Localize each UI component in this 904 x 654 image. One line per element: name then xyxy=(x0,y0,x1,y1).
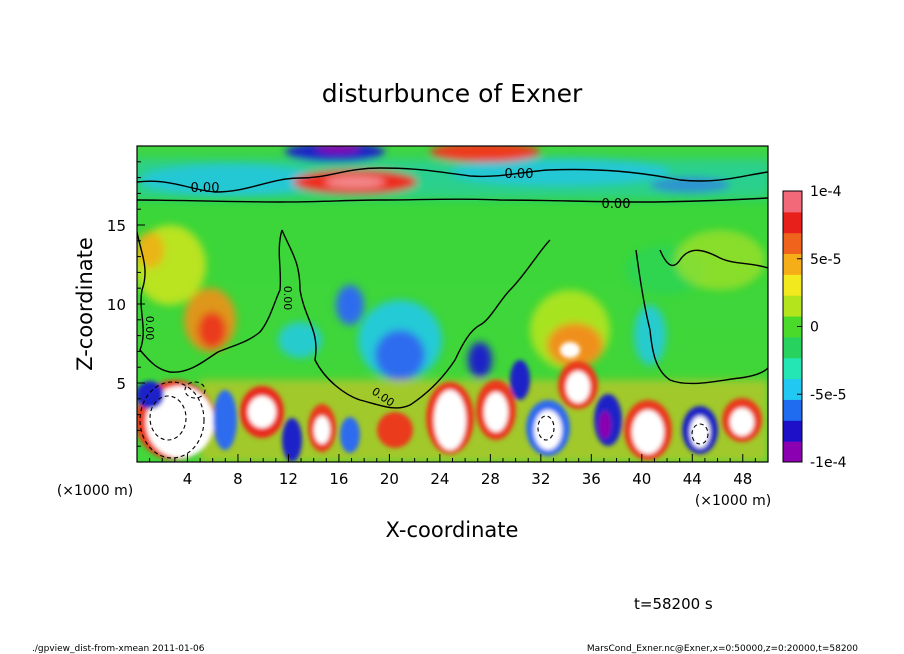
colorbar-swatch xyxy=(783,358,802,379)
colorbar-swatch xyxy=(783,191,802,212)
y-tick-label: 10 xyxy=(107,296,126,314)
x-tick-label: 28 xyxy=(481,470,500,488)
colorbar-swatch xyxy=(783,233,802,254)
x-axis-label: X-coordinate xyxy=(386,518,519,542)
heatmap-field xyxy=(134,142,768,462)
colorbar-swatch xyxy=(783,379,802,400)
colorbar-swatch xyxy=(783,254,802,275)
x-tick-label: 24 xyxy=(430,470,449,488)
y-axis: 5 10 15 xyxy=(107,146,145,462)
y-tick-label: 15 xyxy=(107,217,126,235)
x-tick-label: 8 xyxy=(233,470,243,488)
y-axis-label: Z-coordinate xyxy=(73,237,97,371)
contour-label: 0.00 xyxy=(602,197,631,212)
colorbar-label: 5e-5 xyxy=(810,252,841,268)
colorbar-swatch xyxy=(783,441,802,462)
colorbar-swatch xyxy=(783,337,802,358)
footer-left: ./gpview_dist-from-xmean 2011-01-06 xyxy=(32,644,205,654)
colorbar-label: 1e-4 xyxy=(810,184,842,200)
x-tick-label: 4 xyxy=(183,470,193,488)
footer-right: MarsCond_Exner.nc@Exner,x=0:50000,z=0:20… xyxy=(587,644,858,654)
colorbar-label: -5e-5 xyxy=(810,387,847,403)
colorbar-swatch xyxy=(783,274,802,295)
contour-label: 0.00 xyxy=(143,316,156,341)
y-tick-label: 5 xyxy=(116,375,126,393)
x-tick-label: 48 xyxy=(733,470,752,488)
x-unit-right: (×1000 m) xyxy=(695,493,771,509)
chart-title: disturbunce of Exner xyxy=(322,79,583,108)
contour-label: 0.00 xyxy=(505,167,534,182)
colorbar-swatch xyxy=(783,212,802,233)
x-tick-label: 12 xyxy=(279,470,298,488)
plot-area xyxy=(134,142,768,462)
x-tick-label: 40 xyxy=(632,470,651,488)
x-tick-label: 16 xyxy=(329,470,348,488)
colorbar-label: 0 xyxy=(810,320,819,336)
colorbar-swatch xyxy=(783,295,802,316)
time-label: t=58200 s xyxy=(634,595,713,613)
colorbar-label: -1e-4 xyxy=(810,455,847,471)
colorbar-swatch xyxy=(783,420,802,441)
x-tick-label: 44 xyxy=(683,470,702,488)
x-tick-label: 32 xyxy=(531,470,550,488)
x-tick-label: 20 xyxy=(380,470,399,488)
colorbar: 1e-4 5e-5 0 -5e-5 -1e-4 xyxy=(783,184,847,471)
contour-label: 0.00 xyxy=(281,286,294,311)
colorbar-swatch xyxy=(783,399,802,420)
contour-label: 0.00 xyxy=(191,181,220,196)
x-unit-left: (×1000 m) xyxy=(57,483,133,499)
x-tick-label: 36 xyxy=(582,470,601,488)
